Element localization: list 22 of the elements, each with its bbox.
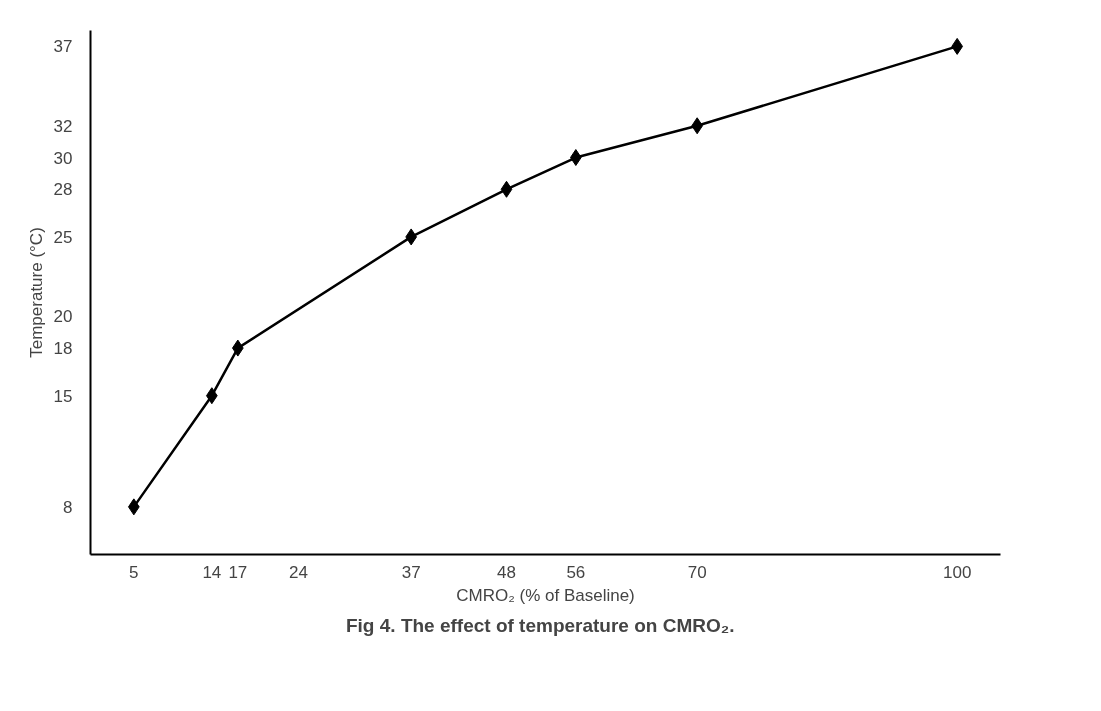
x-tick-label: 24 [289,562,308,582]
y-axis-title: Temperature (°C) [26,227,46,358]
x-tick-label: 70 [687,562,707,582]
text: Fig 4. The effect of temperature on CMRO₂. [345,614,735,636]
y-tick-label: 18 [53,339,73,359]
y-tick-label: 32 [53,116,73,136]
y-tick-label: 8 [63,497,73,517]
y-tick-label: 20 [53,307,73,327]
x-tick-label: 17 [228,562,248,582]
y-tick-label: 37 [53,37,73,57]
y-tick-label: 28 [53,180,73,200]
x-tick-label: 37 [401,562,421,582]
x-tick-label: 14 [202,562,222,582]
x-axis-title: CMRO₂ (% of Baseline) [456,585,635,605]
x-tick-label: 100 [942,562,972,582]
y-tick-label: 15 [53,386,73,406]
point [500,180,513,198]
x-tick-label: 48 [497,562,516,582]
x-tick-label: 5 [129,562,139,582]
y-tick-label: 25 [53,227,73,247]
y-tick-label: 30 [53,148,73,168]
x-tick-label: 56 [566,562,586,582]
